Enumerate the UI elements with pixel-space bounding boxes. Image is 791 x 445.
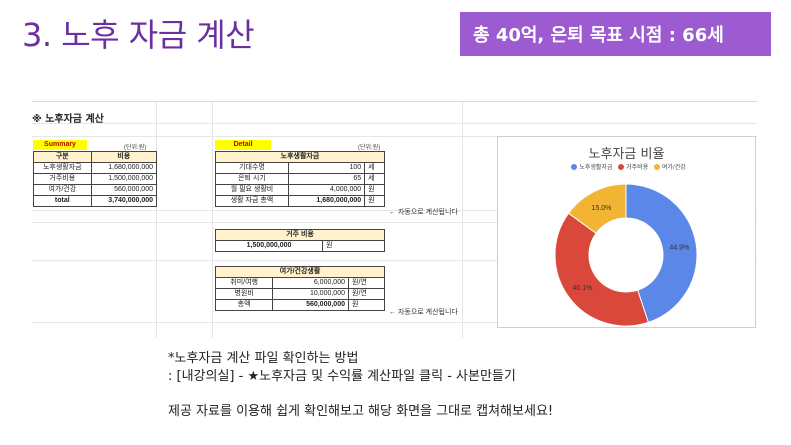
leisure-name[interactable]: 취미/여행 <box>214 277 274 289</box>
living-unit[interactable]: 세 <box>364 162 385 174</box>
table-row: 병원비 10,000,000 원/연 <box>214 288 385 300</box>
pie-slice-label: 44.9% <box>669 244 689 251</box>
grid-line <box>32 260 757 261</box>
grid-line <box>32 322 757 323</box>
instruction-line-3: 제공 자료를 이용해 쉽게 확인해보고 해당 화면을 그대로 캡쳐해보세요! <box>168 404 554 419</box>
grid-line <box>32 210 757 211</box>
chart-legend: 노후생활자금 거주비용 여가/건강 <box>498 162 755 171</box>
living-name[interactable]: 기대수명 <box>215 162 289 174</box>
leisure-value[interactable]: 10,000,000 <box>272 288 349 300</box>
table-row: 총액 560,000,000 원 <box>214 299 385 311</box>
summary-value[interactable]: 1,680,000,000 <box>90 162 158 174</box>
living-table: 노후생활자금 기대수명 100 세 은퇴 시기 65 세 월 필요 생활비 4,… <box>215 151 385 207</box>
table-row: 노후생활자금 1,680,000,000 <box>33 162 158 174</box>
grid-line <box>156 102 157 338</box>
slide-title: 3. 노후 자금 계산 <box>22 16 255 54</box>
leisure-value[interactable]: 560,000,000 <box>272 299 349 311</box>
grid-line <box>212 102 213 338</box>
donut-svg: 44.9% 40.1% 15.0% <box>554 183 698 327</box>
pie-slice-label: 15.0% <box>592 205 612 212</box>
sheet-title: ※ 노후자금 계산 <box>32 114 104 125</box>
leisure-unit[interactable]: 원/연 <box>348 288 385 300</box>
table-row: 은퇴 시기 65 세 <box>215 173 385 185</box>
table-row: 월 필요 생활비 4,000,000 원 <box>215 184 385 196</box>
instruction-line-1: *노후자금 계산 파일 확인하는 방법 <box>168 351 359 366</box>
detail-label: Detail <box>215 140 271 150</box>
pie-chart[interactable]: 노후자금 비율 노후생활자금 거주비용 여가/건강 44.9% 40.1% 15.0… <box>497 136 756 328</box>
chart-title: 노후자금 비율 <box>588 147 665 162</box>
goal-badge: 총 40억, 은퇴 목표 시점 : 66세 <box>460 12 771 56</box>
leisure-unit[interactable]: 원 <box>348 299 385 311</box>
table-row: 취미/여행 6,000,000 원/연 <box>214 277 385 289</box>
summary-name[interactable]: 거주비용 <box>33 173 92 185</box>
living-name[interactable]: 은퇴 시기 <box>215 173 289 185</box>
grid-line <box>32 222 757 223</box>
legend-swatch <box>571 164 578 171</box>
summary-name[interactable]: 노후생활자금 <box>33 162 92 174</box>
table-row: 거주비용 1,500,000,000 <box>33 173 158 185</box>
pie-slice[interactable] <box>625 183 698 324</box>
summary-total-value[interactable]: 3,740,000,000 <box>90 195 158 207</box>
leisure-value[interactable]: 6,000,000 <box>272 277 349 289</box>
table-row: 기대수명 100 세 <box>215 162 385 174</box>
legend-swatch <box>618 164 625 171</box>
summary-name[interactable]: 여가/건강 <box>33 184 92 196</box>
living-value[interactable]: 65 <box>287 173 366 185</box>
pie-slice[interactable] <box>567 183 627 234</box>
leisure-header: 여가/건강생활 <box>215 266 385 278</box>
summary-header-cost: 비용 <box>90 151 158 163</box>
housing-unit[interactable]: 원 <box>322 240 385 252</box>
grid-line <box>462 102 463 338</box>
pie-slice-label: 40.1% <box>572 285 592 292</box>
grid-line <box>32 136 757 137</box>
summary-unit: (단위:원) <box>124 145 147 151</box>
living-unit[interactable]: 원 <box>364 184 385 196</box>
living-value[interactable]: 4,000,000 <box>287 184 366 196</box>
auto-calc-note: ← 자동으로 계산됩니다 <box>389 209 458 216</box>
summary-total-label[interactable]: total <box>33 195 92 207</box>
instruction-line-2: : [내강의실] - ★노후자금 및 수익률 계산파일 클릭 - 사본만들기 <box>168 369 516 384</box>
grid-line <box>32 123 757 124</box>
leisure-unit[interactable]: 원/연 <box>348 277 385 289</box>
living-value[interactable]: 1,680,000,000 <box>287 195 366 207</box>
auto-calc-note: ← 자동으로 계산됩니다 <box>389 309 458 316</box>
living-unit[interactable]: 원 <box>364 195 385 207</box>
table-row: 생활 자금 총액 1,680,000,000 원 <box>215 195 385 207</box>
summary-label: Summary <box>33 140 87 150</box>
living-header: 노후생활자금 <box>215 151 385 163</box>
housing-header: 거주 비용 <box>215 229 385 241</box>
table-row: 1,500,000,000 원 <box>215 240 385 252</box>
living-name[interactable]: 월 필요 생활비 <box>215 184 289 196</box>
leisure-name[interactable]: 총액 <box>214 299 274 311</box>
living-unit[interactable]: 세 <box>364 173 385 185</box>
summary-value[interactable]: 560,000,000 <box>90 184 158 196</box>
legend-label: 여가/건강 <box>661 165 686 171</box>
legend-label: 노후생활자금 <box>579 165 613 171</box>
leisure-name[interactable]: 병원비 <box>214 288 274 300</box>
table-row: total 3,740,000,000 <box>33 195 158 207</box>
leisure-table: 여가/건강생활 취미/여행 6,000,000 원/연 병원비 10,000,0… <box>214 266 385 311</box>
summary-value[interactable]: 1,500,000,000 <box>90 173 158 185</box>
pie-slice[interactable] <box>554 212 649 327</box>
legend-label: 거주비용 <box>626 165 649 171</box>
living-value[interactable]: 100 <box>287 162 366 174</box>
living-name[interactable]: 생활 자금 총액 <box>215 195 289 207</box>
table-row: 여가/건강 560,000,000 <box>33 184 158 196</box>
detail-unit: (단위:원) <box>358 145 381 151</box>
spreadsheet-area: ※ 노후자금 계산 Summary (단위:원) 구분 비용 노후생활자금 1,… <box>32 101 757 338</box>
summary-table: 구분 비용 노후생활자금 1,680,000,000 거주비용 1,500,00… <box>33 151 158 207</box>
housing-value[interactable]: 1,500,000,000 <box>215 240 323 252</box>
housing-table: 거주 비용 1,500,000,000 원 <box>215 229 385 252</box>
legend-swatch <box>653 164 660 171</box>
summary-header-category: 구분 <box>33 151 92 163</box>
